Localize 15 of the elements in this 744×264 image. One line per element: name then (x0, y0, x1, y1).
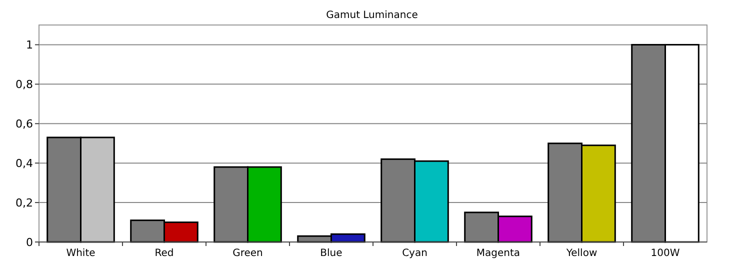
y-tick-label: 0 (26, 236, 33, 249)
x-tick-label: Magenta (476, 248, 520, 259)
x-tick-label: Red (154, 248, 174, 259)
x-tick-label: Yellow (565, 248, 598, 259)
x-tick-label: Green (232, 248, 263, 259)
x-tick-label: Cyan (402, 248, 428, 259)
y-tick-label: 1 (26, 38, 33, 52)
y-tick-label: 0,2 (16, 196, 33, 210)
y-tick-label: 0,6 (16, 117, 33, 130)
x-tick-label: Blue (320, 248, 342, 259)
chart-title: Gamut Luminance (326, 10, 418, 21)
x-tick-label: 100W (650, 248, 680, 259)
y-tick-label: 0,8 (16, 78, 33, 92)
x-tick-label: White (66, 248, 96, 259)
y-tick-label: 0,4 (16, 156, 33, 170)
